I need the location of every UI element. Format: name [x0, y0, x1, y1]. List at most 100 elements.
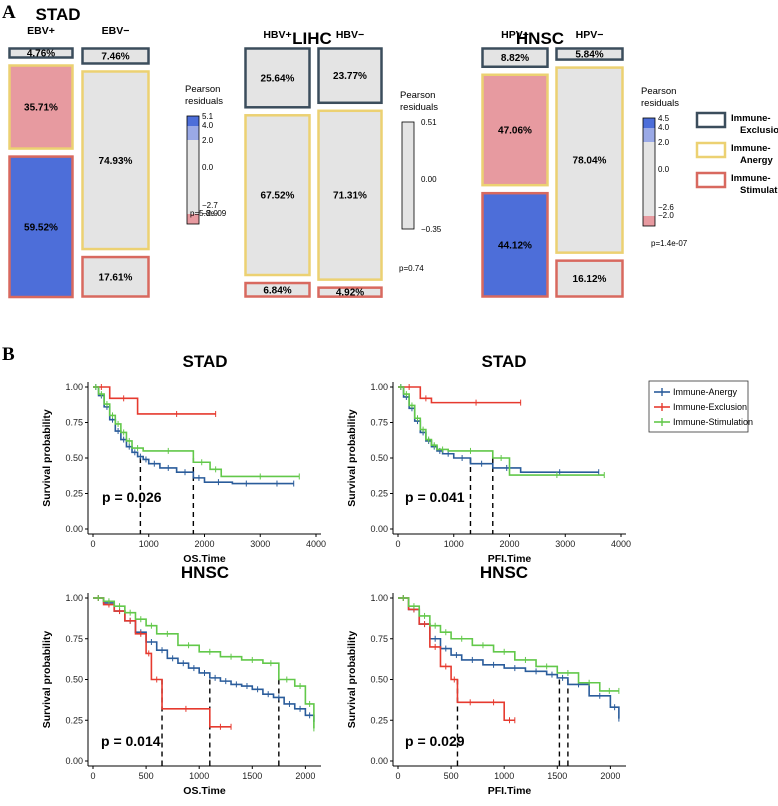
residual-scale-title-line: Pearson [641, 86, 676, 97]
km-p-value: p = 0.029 [405, 733, 465, 749]
y-tick-label: 0.50 [370, 675, 388, 685]
mosaic-p-value: p=1.4e-07 [651, 239, 688, 248]
x-tick-label: 2000 [295, 771, 315, 781]
mosaic-cell-label: 47.06% [498, 125, 532, 136]
y-tick-label: 0.00 [65, 756, 83, 766]
x-tick-label: 1500 [242, 771, 262, 781]
km-curve-immune-anergy [398, 597, 620, 719]
mosaic-column-header: HPV− [576, 29, 604, 41]
mosaic-cell-immune-stimulation [555, 259, 624, 298]
y-tick-label: 0.25 [370, 489, 388, 499]
x-tick-label: 3000 [250, 539, 270, 549]
residual-scale-tick: −2.7 [202, 201, 218, 210]
x-tick-label: 1000 [444, 539, 464, 549]
residual-scale-tick: −2.6 [658, 203, 674, 212]
residual-scale-band-high [643, 118, 655, 128]
mosaic-cell-label: 5.84% [575, 50, 603, 61]
mosaic-cell-label: 4.76% [27, 49, 55, 60]
mosaic-cell-immune-exclusion [8, 47, 74, 59]
mosaic-title: STAD [35, 5, 80, 24]
residual-scale-tick: −2.0 [202, 209, 218, 218]
km-plot-stad-os-time: STAD 0.00 0.25 0.50 0.75 1.00 0 1000 2000 3000 400… [41, 352, 326, 565]
x-axis-label: PFI.Time [488, 553, 532, 565]
legend-swatch [695, 171, 727, 189]
mosaic-column-header: HBV+ [263, 29, 291, 41]
legend-swatch [695, 111, 727, 129]
km-curve-immune-exclusion [398, 597, 515, 722]
residual-scale-tick: −2.0 [658, 211, 674, 220]
residual-scale-tick: 2.0 [202, 136, 214, 145]
x-tick-label: 2000 [194, 539, 214, 549]
panel-a-label: A [2, 2, 16, 23]
x-tick-label: 4000 [611, 539, 631, 549]
x-tick-label: 1500 [547, 771, 567, 781]
legend-label: Immune-Exclusion [731, 113, 778, 136]
km-title: STAD [182, 352, 227, 371]
legend-item-immune-exclusion: Immune-Exclusion [695, 111, 778, 136]
mosaic-cell-label: 8.82% [501, 53, 529, 64]
y-tick-label: 0.75 [65, 634, 83, 644]
mosaic-cell-label: 17.61% [99, 272, 133, 283]
mosaic-cell-immune-exclusion [317, 47, 383, 105]
mosaic-cell-label: 78.04% [573, 156, 607, 167]
x-tick-label: 2000 [499, 539, 519, 549]
legend-label: Immune-Stimulation [731, 173, 778, 196]
x-tick-label: 500 [139, 771, 154, 781]
x-tick-label: 3000 [555, 539, 575, 549]
mosaic-cell-immune-anergy [244, 114, 311, 277]
mosaic-cell-immune-anergy [481, 73, 549, 187]
residual-scale-band-mid [643, 128, 655, 142]
residual-scale-title-line: residuals [185, 96, 223, 107]
residual-scale-frame [186, 115, 200, 225]
mosaic-title: LIHC [292, 29, 332, 48]
legend-item-immune-anergy: Immune-Anergy [695, 141, 773, 166]
x-tick-label: 1000 [494, 771, 514, 781]
y-tick-label: 0.00 [370, 524, 388, 534]
km-p-value: p = 0.041 [405, 489, 465, 505]
x-tick-label: 1000 [189, 771, 209, 781]
x-axis-label: OS.Time [183, 553, 226, 565]
residual-scale-band-low [187, 214, 199, 224]
residual-scale-title: Pearson residuals [185, 84, 223, 107]
residual-scale-tick: 2.0 [658, 138, 670, 147]
residual-scale-tick: 0.00 [421, 175, 437, 184]
residual-scale-frame [642, 117, 656, 227]
mosaic-column-header: HBV− [336, 29, 364, 41]
mosaic-cell-label: 16.12% [573, 274, 607, 285]
residual-scale-tick: 4.0 [202, 121, 214, 130]
km-title: STAD [481, 352, 526, 371]
km-plot-hnsc-pfi-time: HNSC 0.00 0.25 0.50 0.75 1.00 0 500 1000 1500 2000… [346, 563, 626, 797]
mosaic-cell-immune-exclusion [555, 47, 624, 61]
residual-scale-title-line: residuals [641, 98, 679, 109]
mosaic-cell-immune-stimulation [244, 281, 311, 298]
x-tick-label: 0 [395, 539, 400, 549]
km-curve-immune-exclusion [398, 386, 521, 404]
y-tick-label: 1.00 [370, 382, 388, 392]
residual-scale-band-low [643, 216, 655, 226]
residual-scale-title-line: residuals [400, 102, 438, 113]
legend-b-label: Immune-Exclusion [673, 402, 747, 412]
legend-b-label: Immune-Anergy [673, 387, 738, 397]
mosaic-cell-immune-exclusion [481, 47, 549, 69]
residual-scale-title: Pearson residuals [400, 90, 438, 113]
y-tick-label: 0.50 [65, 675, 83, 685]
legend-label-line: Immune- [731, 113, 771, 124]
residual-scale-tick: −0.35 [421, 225, 442, 234]
y-tick-label: 0.75 [370, 634, 388, 644]
y-tick-label: 0.75 [370, 418, 388, 428]
mosaic-cell-label: 35.71% [24, 103, 58, 114]
mosaic-cell-immune-exclusion [81, 47, 150, 65]
panel-b: STAD 0.00 0.25 0.50 0.75 1.00 0 1000 2000 3000 400… [41, 352, 631, 797]
mosaic-cell-immune-stimulation [8, 155, 74, 299]
y-axis-label: Survival probability [346, 631, 358, 729]
y-tick-label: 1.00 [370, 593, 388, 603]
residual-scale-band-neutral [643, 142, 655, 216]
y-tick-label: 0.50 [65, 453, 83, 463]
mosaic-cell-label: 67.52% [261, 191, 295, 202]
y-axis-label: Survival probability [41, 409, 53, 507]
mosaic-cell-immune-stimulation [317, 286, 383, 298]
mosaic-column-header: HPV+ [501, 29, 529, 41]
km-plot-stad-pfi-time: STAD 0.00 0.25 0.50 0.75 1.00 0 1000 2000 3000 400… [346, 352, 631, 565]
